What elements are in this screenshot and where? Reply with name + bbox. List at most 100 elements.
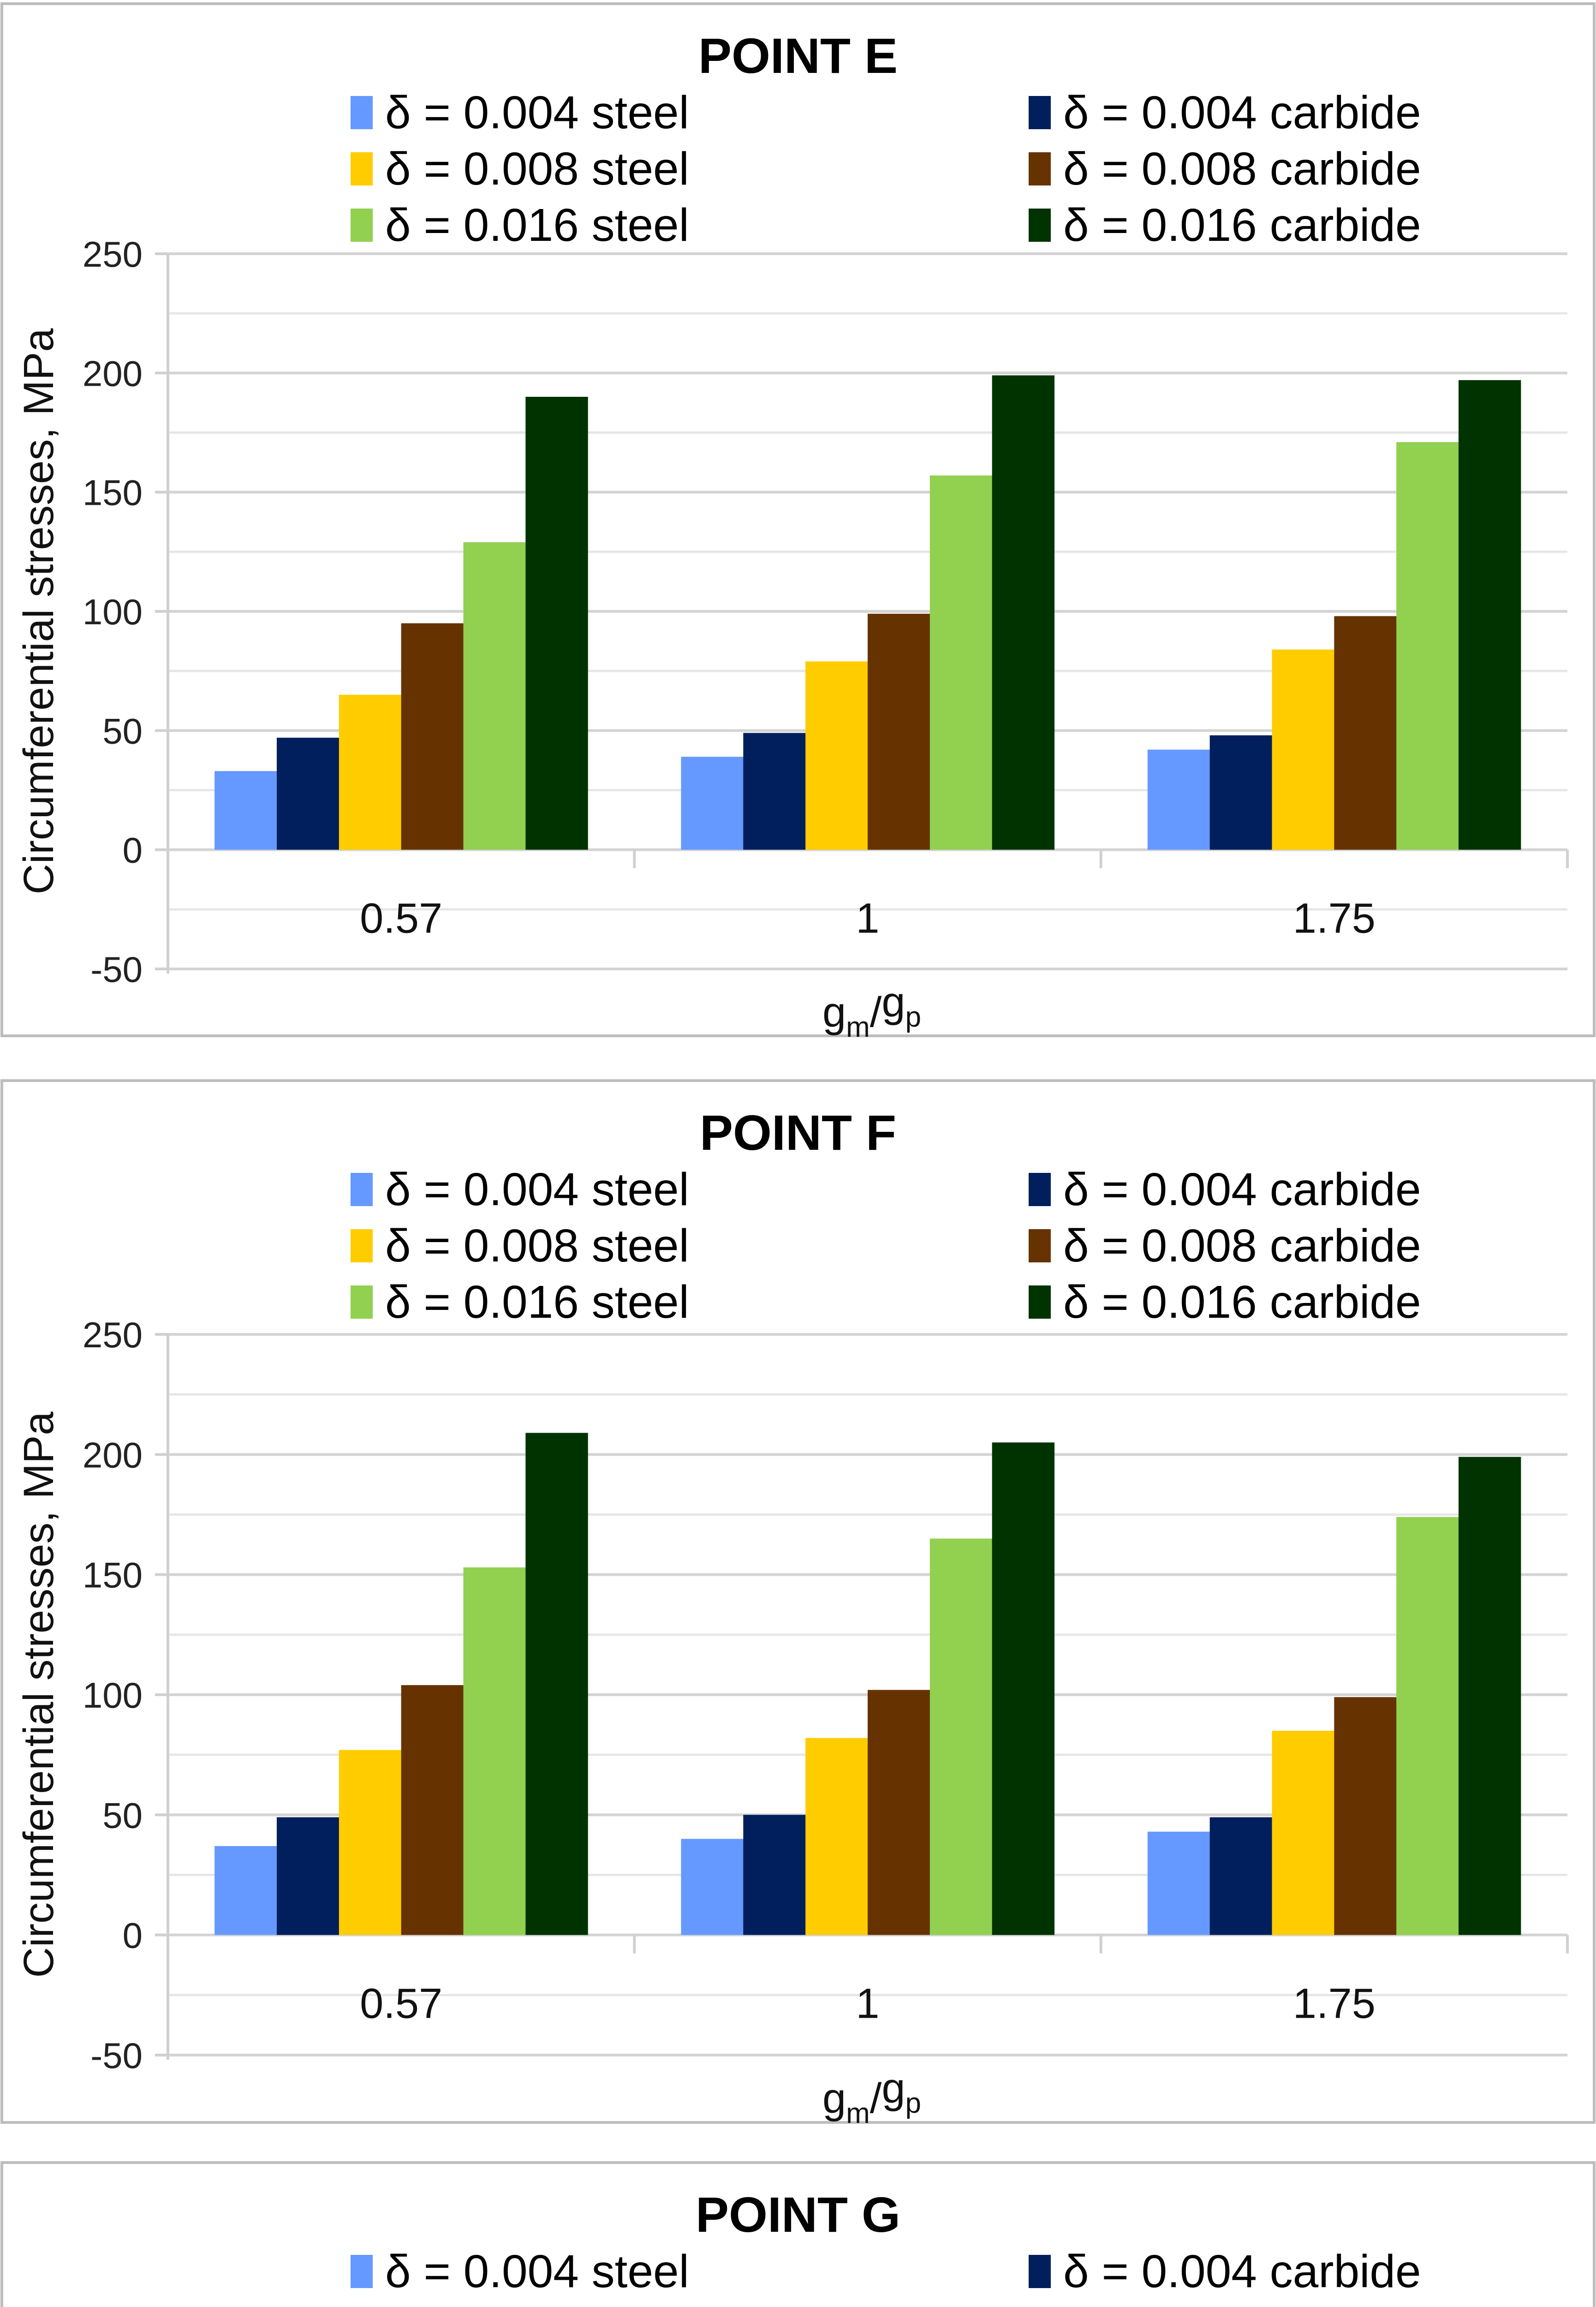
x-tick-label: 0.57 xyxy=(360,895,442,942)
legend-item: δ = 0.016 carbide xyxy=(1029,199,1421,251)
legend-swatch xyxy=(1029,209,1051,242)
legend-swatch xyxy=(351,1173,373,1206)
legend-item: δ = 0.016 steel xyxy=(351,1276,689,1328)
chart-title: POINT F xyxy=(700,1105,896,1160)
y-tick-label: -50 xyxy=(90,2035,143,2076)
bar xyxy=(339,1750,402,1935)
legend-item: δ = 0.008 steel xyxy=(351,1220,689,1272)
legend-swatch xyxy=(351,1229,373,1262)
legend-item: δ = 0.004 carbide xyxy=(1029,87,1421,138)
legend-label: δ = 0.004 carbide xyxy=(1063,1164,1421,1215)
x-axis-title-base2: g xyxy=(881,979,905,1026)
bar xyxy=(1459,1457,1521,1935)
legend-label: δ = 0.008 carbide xyxy=(1063,2302,1421,2307)
x-axis-title-sub1: m xyxy=(846,2098,870,2129)
legend-item: δ = 0.004 steel xyxy=(351,87,689,138)
bar xyxy=(1396,442,1459,850)
legend-label: δ = 0.016 carbide xyxy=(1063,1276,1421,1328)
legend-item: δ = 0.008 steel xyxy=(351,143,689,195)
bar-group xyxy=(214,397,588,850)
x-axis-title: gm/gp xyxy=(822,979,921,1043)
chart-panel-point-f: POINT Fδ = 0.004 steel δ = 0.004 carbideδ… xyxy=(0,1079,1596,2129)
bar xyxy=(276,737,339,850)
y-tick-label: 0 xyxy=(123,830,143,871)
legend-label: δ = 0.008 steel xyxy=(385,1220,689,1272)
x-axis-title-base1: g xyxy=(822,2075,846,2122)
panel-frame xyxy=(0,2161,1596,2307)
y-tick-label: 250 xyxy=(83,1315,143,1355)
legend-item: δ = 0.004 carbide xyxy=(1029,2246,1421,2297)
chart-title: POINT G xyxy=(696,2187,900,2242)
legend-swatch xyxy=(1029,2255,1051,2288)
legend-label: δ = 0.004 carbide xyxy=(1063,2246,1421,2297)
legend-label: δ = 0.008 carbide xyxy=(1063,143,1421,195)
y-tick-label: 250 xyxy=(83,234,143,275)
legend-swatch xyxy=(351,152,373,185)
legend: δ = 0.004 steel δ = 0.004 carbide δ = 0.00… xyxy=(351,2246,1421,2307)
legend-swatch xyxy=(351,2255,373,2288)
legend-label: δ = 0.008 carbide xyxy=(1063,1220,1421,1272)
bar xyxy=(992,375,1055,850)
x-axis-title-base1: g xyxy=(822,989,846,1036)
legend-swatch xyxy=(1029,1229,1051,1262)
legend-label: δ = 0.004 steel xyxy=(385,1164,689,1215)
legend-item: δ = 0.004 steel xyxy=(351,2246,689,2297)
bar xyxy=(805,1738,868,1935)
bar xyxy=(1334,616,1397,850)
bar xyxy=(992,1442,1055,1935)
chart-panel-point-e: POINT Eδ = 0.004 steel δ = 0.004 carbideδ… xyxy=(0,2,1596,1043)
legend-swatch xyxy=(1029,1285,1051,1319)
bar xyxy=(525,397,588,850)
legend-label: δ = 0.016 carbide xyxy=(1063,199,1421,251)
bar xyxy=(1147,1831,1210,1935)
legend-item: δ = 0.016 steel xyxy=(351,199,689,251)
x-axis-title: gm/gp xyxy=(822,2065,921,2129)
bar xyxy=(805,661,868,850)
legend-label: δ = 0.008 steel xyxy=(385,2302,689,2307)
y-tick-label: 200 xyxy=(83,1434,143,1475)
bar xyxy=(1147,749,1210,850)
legend-swatch xyxy=(1029,1173,1051,1206)
bar xyxy=(868,614,930,850)
bar xyxy=(339,694,402,850)
bar xyxy=(214,771,277,850)
y-tick-label: 50 xyxy=(102,711,143,751)
x-tick-label: 1.75 xyxy=(1293,895,1376,942)
bar xyxy=(525,1433,588,1935)
bar-group xyxy=(214,1433,588,1935)
y-tick-label: 150 xyxy=(83,1555,143,1596)
legend-item: δ = 0.008 carbide xyxy=(1029,143,1421,195)
y-tick-label: -50 xyxy=(90,949,143,990)
x-tick-label: 1 xyxy=(856,1980,879,2027)
y-tick-label: 0 xyxy=(123,1915,143,1956)
legend-label: δ = 0.016 steel xyxy=(385,199,689,251)
bar-group xyxy=(1147,380,1521,850)
legend-label: δ = 0.016 steel xyxy=(385,1276,689,1328)
bar-group xyxy=(1147,1457,1521,1935)
legend-item: δ = 0.016 carbide xyxy=(1029,1276,1421,1328)
legend-label: δ = 0.004 carbide xyxy=(1063,87,1421,138)
y-tick-label: 150 xyxy=(83,472,143,513)
y-tick-label: 100 xyxy=(83,592,143,632)
bar xyxy=(1459,380,1521,850)
x-axis-title-slash: / xyxy=(870,989,882,1036)
bar xyxy=(743,733,806,850)
y-tick-label: 200 xyxy=(83,353,143,394)
x-tick-label: 0.57 xyxy=(360,1980,442,2027)
y-axis-title: Circumferential stresses, MPa xyxy=(15,328,62,895)
bar xyxy=(401,1685,464,1935)
legend-swatch xyxy=(1029,96,1051,129)
x-tick-label: 1 xyxy=(856,895,879,942)
legend-swatch xyxy=(351,96,373,129)
bar-group xyxy=(681,1442,1055,1935)
y-tick-label: 100 xyxy=(83,1675,143,1715)
bar-group xyxy=(681,375,1055,850)
x-axis-title-slash: / xyxy=(870,2075,882,2122)
panel-frame xyxy=(0,2,1596,1037)
legend-label: δ = 0.008 steel xyxy=(385,143,689,195)
x-axis-title-base2: g xyxy=(881,2065,905,2112)
x-tick-label: 1.75 xyxy=(1293,1980,1376,2027)
